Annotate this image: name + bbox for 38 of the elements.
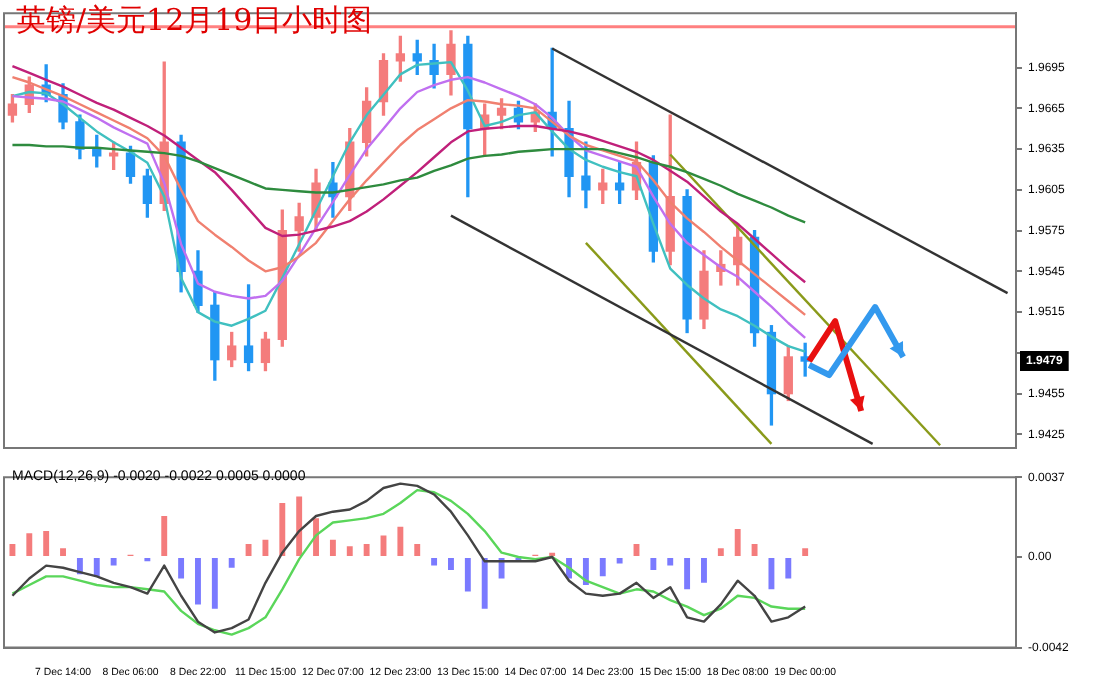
bar	[650, 557, 657, 570]
bar	[93, 557, 100, 577]
bar	[211, 557, 218, 609]
bar	[785, 557, 792, 579]
bar	[279, 503, 286, 556]
bar	[599, 557, 606, 577]
bar	[195, 557, 201, 605]
bar	[228, 557, 235, 568]
bar	[178, 557, 185, 579]
bar	[481, 557, 488, 609]
bar	[667, 557, 674, 566]
bar	[684, 557, 691, 590]
bar	[751, 544, 758, 556]
bar	[110, 557, 117, 566]
bar	[43, 531, 50, 556]
bar	[768, 557, 775, 590]
bar	[448, 557, 454, 570]
bar	[161, 516, 168, 556]
bar	[245, 544, 252, 556]
bar	[431, 557, 438, 566]
bar	[734, 528, 741, 556]
bar	[701, 557, 707, 583]
bar	[9, 544, 16, 556]
bar	[296, 496, 303, 556]
bar	[616, 557, 623, 564]
bar	[397, 526, 404, 556]
bar	[802, 548, 809, 556]
bar	[329, 539, 336, 556]
bar	[262, 539, 269, 556]
bar	[26, 533, 33, 556]
bar	[498, 557, 505, 579]
chart-title: 英镑/美元12月19日小时图	[14, 2, 375, 38]
bar	[60, 548, 66, 556]
bar	[346, 546, 353, 556]
bar	[717, 548, 724, 556]
bar	[464, 557, 471, 592]
bar	[363, 544, 370, 556]
bar	[414, 544, 421, 556]
